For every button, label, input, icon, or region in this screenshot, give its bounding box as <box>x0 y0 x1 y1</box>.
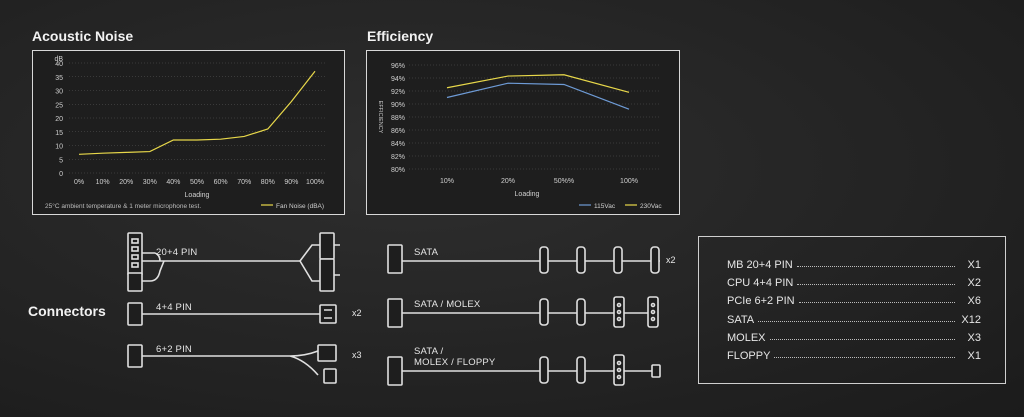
x-tick-label: 30% <box>143 179 157 186</box>
cable-label-sata-molex-floppy-line1: SATA / <box>414 346 444 357</box>
cable-multiplier-sata: x2 <box>666 255 676 265</box>
y-tick-label: 30 <box>55 89 63 96</box>
spec-dotted-leader <box>769 338 955 340</box>
x-tick-label: 80% <box>261 179 275 186</box>
x-tick-label: 70% <box>237 179 251 186</box>
series-line-fan-noise <box>78 70 316 155</box>
spec-row-molex: MOLEX X3 <box>727 330 981 346</box>
y-tick-label: 40 <box>55 61 63 68</box>
spec-row-pcie: PCIe 6+2 PIN X6 <box>727 293 981 309</box>
spec-count: X1 <box>967 350 981 362</box>
x-tick-label: 90% <box>284 179 298 186</box>
y-tick-label: 92% <box>391 89 405 96</box>
x-tick-label: 10% <box>440 178 454 185</box>
spec-count: X6 <box>967 295 981 307</box>
y-tick-label: 10 <box>55 144 63 151</box>
connectors-heading: Connectors <box>28 303 106 319</box>
spec-name: MB 20+4 PIN <box>727 259 793 271</box>
y-tick-label: 20 <box>55 116 63 123</box>
spec-count: X2 <box>967 277 981 289</box>
cable-drawings <box>127 232 661 386</box>
cable-multiplier-4-4-pin: x2 <box>352 308 362 318</box>
spec-row-sata: SATA X12 <box>727 312 981 328</box>
x-tick-label: 20% <box>501 178 515 185</box>
y-tick-label: 90% <box>391 102 405 109</box>
spec-dotted-leader <box>774 356 955 358</box>
y-tick-label: 80% <box>391 167 405 174</box>
spec-name: FLOPPY <box>727 350 771 362</box>
cable-sata-drawing <box>387 244 660 274</box>
x-tick-label: 50%% <box>554 178 574 185</box>
efficiency-panel: 80% 82% 84% 86% 88% 90% 92% 94% 96% EFFICIENCY 10%… <box>366 50 680 215</box>
legend-label: Fan Noise (dBA) <box>276 203 324 210</box>
x-tick-label: 100% <box>620 178 638 185</box>
spec-name: SATA <box>727 314 755 326</box>
spec-count: X1 <box>967 259 981 271</box>
cable-6-2-pin-drawing <box>127 344 337 384</box>
y-tick-label: 84% <box>391 141 405 148</box>
x-axis-label: Loading <box>515 191 540 198</box>
legend-label: 115Vac <box>594 203 616 210</box>
cable-multiplier-6-2-pin: x3 <box>352 350 362 360</box>
cable-label-6-2-pin: 6+2 PIN <box>156 344 192 355</box>
y-tick-label: 88% <box>391 115 405 122</box>
series-line-230vac <box>446 74 630 93</box>
acoustic-noise-panel: 0 5 10 15 20 25 30 35 40 dB 0% 10% 20% 30% 40% 50% 60% 70… <box>32 50 345 215</box>
y-tick-label: 96% <box>391 63 405 70</box>
spec-dotted-leader <box>796 265 955 267</box>
x-axis-label: Loading <box>185 192 210 199</box>
acoustic-noise-heading: Acoustic Noise <box>32 28 134 44</box>
spec-name: MOLEX <box>727 332 766 344</box>
spec-name: PCIe 6+2 PIN <box>727 295 795 307</box>
spec-dotted-leader <box>797 283 955 285</box>
efficiency-chart: 80% 82% 84% 86% 88% 90% 92% 94% 96% EFFICIENCY 10%… <box>377 63 662 210</box>
spec-name: CPU 4+4 PIN <box>727 277 794 289</box>
x-tick-label: 40% <box>166 179 180 186</box>
cable-20-4-pin-drawing <box>127 232 340 292</box>
x-tick-label: 60% <box>214 179 228 186</box>
x-tick-label: 0% <box>74 179 84 186</box>
cable-sata-molex-floppy-drawing <box>387 354 661 386</box>
spec-count: X3 <box>967 332 981 344</box>
spec-row-cpu: CPU 4+4 PIN X2 <box>727 275 981 291</box>
spec-dotted-leader <box>758 320 955 322</box>
cable-label-sata-molex-floppy-line2: MOLEX / FLOPPY <box>414 357 496 368</box>
cable-label-sata: SATA <box>414 247 439 258</box>
cable-label-sata-molex: SATA / MOLEX <box>414 299 481 310</box>
spec-count: X12 <box>961 314 981 326</box>
cable-label-4-4-pin: 4+4 PIN <box>156 302 192 313</box>
y-tick-label: 86% <box>391 128 405 135</box>
y-tick-label: 82% <box>391 154 405 161</box>
y-tick-label: 5 <box>59 157 63 164</box>
legend-label: 230Vac <box>640 203 662 210</box>
x-tick-label: 50% <box>190 179 204 186</box>
cable-4-4-pin-drawing <box>127 302 337 326</box>
y-tick-label: 25 <box>55 102 63 109</box>
connector-spec-box: MB 20+4 PIN X1 CPU 4+4 PIN X2 PCIe 6+2 P… <box>698 236 1006 384</box>
spec-row-mb: MB 20+4 PIN X1 <box>727 257 981 273</box>
y-tick-label: 35 <box>55 75 63 82</box>
x-tick-label: 10% <box>96 179 110 186</box>
y-tick-label: 15 <box>55 130 63 137</box>
y-axis-label: EFFICIENCY <box>377 101 383 134</box>
y-tick-label: 0 <box>59 171 63 178</box>
x-tick-label: 20% <box>119 179 133 186</box>
cable-label-20-4-pin: 20+4 PIN <box>156 247 198 258</box>
cable-sata-molex-drawing <box>387 296 659 328</box>
x-tick-label: 100% <box>306 179 324 186</box>
efficiency-heading: Efficiency <box>367 28 434 44</box>
spec-dotted-leader <box>798 301 955 303</box>
spec-row-floppy: FLOPPY X1 <box>727 348 981 364</box>
y-tick-label: 94% <box>391 76 405 83</box>
y-axis-label: dB <box>54 56 63 63</box>
acoustic-footnote: 25°C ambient temperature & 1 meter micro… <box>45 202 201 210</box>
series-line-115vac <box>446 82 630 110</box>
